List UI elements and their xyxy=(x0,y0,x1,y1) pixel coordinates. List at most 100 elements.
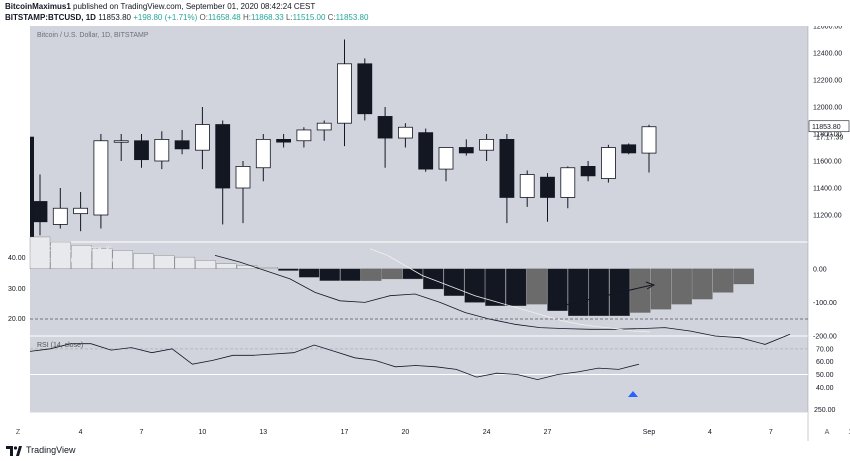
candle xyxy=(316,120,332,141)
candle xyxy=(194,107,210,170)
candle xyxy=(519,170,535,207)
rsi-tick-label: 60.00 xyxy=(816,359,834,366)
last-price-box xyxy=(808,120,850,133)
macd-histogram-bar xyxy=(568,268,589,317)
macd-histogram-bar xyxy=(692,268,713,300)
macd-tick-label: -200.00 xyxy=(813,334,837,341)
macd-histogram-bar xyxy=(91,248,113,270)
candle-body xyxy=(174,140,190,150)
low-value: 11515.00 xyxy=(292,13,326,22)
candle-body xyxy=(296,129,312,142)
price-axis[interactable]: 11200.00 11400.00 11600.00 11800.00 12000.00… xyxy=(808,24,850,415)
macd-histogram-bar xyxy=(71,245,92,270)
time-tick-label: 7 xyxy=(140,429,144,436)
candle-body xyxy=(134,140,149,161)
candle-body xyxy=(276,138,292,143)
candle-body xyxy=(32,201,48,223)
rsi-tick-label: 70.00 xyxy=(816,346,834,353)
candle xyxy=(458,139,474,156)
macd-histogram-bar xyxy=(712,268,734,293)
macd-histogram-bar xyxy=(319,268,340,281)
rsi-tick-label: 50.00 xyxy=(816,372,834,379)
macd-histogram-bar xyxy=(133,253,154,270)
plot-area xyxy=(30,26,808,413)
macd-histogram-bar xyxy=(29,236,51,270)
candle xyxy=(499,134,515,224)
low-label: L: xyxy=(285,13,293,22)
candle-body xyxy=(621,144,637,154)
macd-histogram-bar xyxy=(671,268,692,305)
countdown-label: 17:17:39 xyxy=(816,135,843,142)
macd-histogram-bar xyxy=(588,268,610,317)
candle xyxy=(134,134,149,168)
candle xyxy=(73,192,88,232)
candle-body xyxy=(73,207,88,215)
macd-histogram-bar xyxy=(154,255,175,270)
candle-body xyxy=(255,138,271,169)
candle-body xyxy=(194,124,210,151)
candle-body xyxy=(93,140,109,216)
time-tick-label: 27 xyxy=(544,429,552,436)
candle-body xyxy=(560,167,576,198)
macd-histogram-bar xyxy=(547,268,568,311)
macd-histogram-bar xyxy=(650,268,672,310)
macd-histogram-bar xyxy=(443,268,465,296)
candle xyxy=(215,120,231,225)
macd-histogram-bar xyxy=(50,241,71,270)
auto-scale-icon: A xyxy=(825,429,830,436)
macd-histogram-bar xyxy=(485,268,506,306)
candle-body xyxy=(316,122,332,131)
candle xyxy=(621,143,637,155)
tradingview-brand[interactable]: TradingView xyxy=(26,445,76,455)
stoch-title: Stoch RSI (3, 3, 14, 14, close) xyxy=(37,257,130,264)
left-margin xyxy=(0,26,30,441)
signal-line xyxy=(369,248,651,333)
price-pane[interactable]: Bitcoin / U.S. Dollar, 1D, BITSTAMP xyxy=(30,32,657,242)
open-value: 11658.48 xyxy=(207,13,241,22)
macd-pane[interactable]: MACD (12, 26, close, 9) Stoch RSI (3, 3, … xyxy=(8,236,808,345)
candle xyxy=(560,166,576,209)
stoch-left-tick: 30.00 xyxy=(8,286,26,293)
candle-body xyxy=(580,165,596,177)
candle-body xyxy=(113,140,129,143)
right-axis-area xyxy=(808,26,850,441)
macd-histogram-bar xyxy=(423,268,444,290)
candle xyxy=(418,128,434,172)
time-tick-label: 10 xyxy=(199,429,207,436)
candle-body xyxy=(418,132,434,170)
candle-body xyxy=(357,63,373,115)
macd-tick-label: 0.00 xyxy=(813,266,827,273)
time-tick-label: 4 xyxy=(79,429,83,436)
open-label: O: xyxy=(199,13,208,22)
price-tick-label: 11200.00 xyxy=(813,213,842,220)
candle xyxy=(255,134,271,182)
candle xyxy=(93,134,109,229)
last-price-label: 11853.80 xyxy=(812,124,841,131)
candle xyxy=(377,107,393,168)
candle-body xyxy=(377,116,393,139)
candle xyxy=(154,131,170,170)
author-name[interactable]: BitcoinMaximus1 xyxy=(5,2,71,11)
macd-histogram-bar xyxy=(340,268,361,281)
rsi-pane[interactable]: RSI (14, close) xyxy=(29,342,808,397)
time-tick-label: 20 xyxy=(402,429,410,436)
macd-histogram-bar xyxy=(361,268,382,281)
candle-body xyxy=(154,138,170,162)
trend-arrow-head xyxy=(645,281,656,290)
time-axis[interactable]: 4 7 10 13 17 20 24 27 Sep 4 7 11 Z A xyxy=(16,429,850,436)
rsi-title: RSI (14, close) xyxy=(37,342,83,349)
candle xyxy=(601,144,616,183)
candle xyxy=(540,173,555,222)
tradingview-logo-icon[interactable] xyxy=(6,446,22,456)
candle-body xyxy=(52,207,68,225)
footer-bar: TradingView xyxy=(0,441,850,461)
zoom-icon: Z xyxy=(16,429,21,436)
candle-body xyxy=(540,176,555,198)
macd-histogram-bar xyxy=(236,265,258,270)
rsi-bottom-tick: 250.00 xyxy=(814,407,836,414)
high-label: H: xyxy=(242,13,251,22)
stoch-left-tick: 20.00 xyxy=(8,316,26,323)
stoch-left-tick: 40.00 xyxy=(8,255,26,262)
trend-arrow-line xyxy=(551,284,653,309)
symbol-label[interactable]: BITSTAMP:BTCUSD, 1D xyxy=(5,13,96,22)
